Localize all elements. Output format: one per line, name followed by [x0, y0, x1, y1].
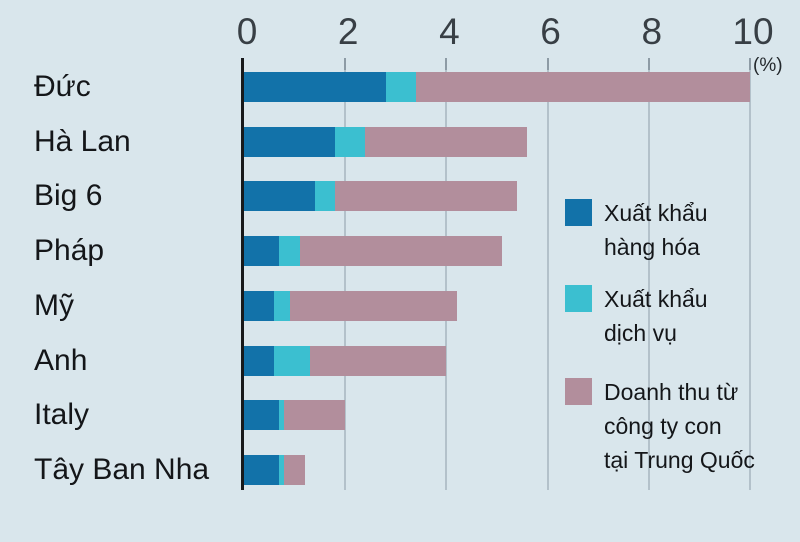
- gridline: [546, 58, 549, 490]
- legend-label: Xuất khẩu hàng hóa: [604, 200, 708, 260]
- services-exports-swatch: [565, 285, 592, 312]
- bar-row: [244, 236, 503, 266]
- x-tick-label: 6: [540, 11, 561, 52]
- x-tick-mark: [546, 58, 549, 70]
- bar-segment-goods-exports: [244, 291, 275, 321]
- bar-segment-china-subsidiary-revenue: [416, 72, 750, 102]
- gridline: [647, 58, 650, 490]
- x-tick-label: 8: [641, 11, 663, 52]
- x-tick-label: 10: [732, 11, 774, 52]
- bar-row: [244, 400, 346, 430]
- category-label: Tây Ban Nha: [34, 453, 210, 486]
- bar-segment-china-subsidiary-revenue: [335, 181, 518, 211]
- bar-segment-services-exports: [279, 236, 300, 266]
- bar-segment-goods-exports: [244, 72, 386, 102]
- x-tick-mark: [647, 58, 650, 70]
- gridline: [749, 58, 751, 490]
- china-subsidiary-revenue-swatch: [565, 378, 592, 405]
- category-label: Anh: [34, 344, 88, 377]
- x-tick-label: 4: [439, 11, 460, 52]
- bar-segment-services-exports: [274, 346, 310, 376]
- bar-segment-china-subsidiary-revenue: [289, 291, 457, 321]
- bar-row: [244, 455, 305, 485]
- bar-row: [244, 291, 457, 321]
- legend-label: Xuất khẩu dịch vụ: [604, 286, 708, 346]
- bar-segment-services-exports: [335, 127, 366, 157]
- x-tick-label: 2: [337, 11, 359, 52]
- bar-segment-services-exports: [274, 291, 290, 321]
- category-label: Mỹ: [34, 289, 74, 322]
- legend-label: Doanh thu từ công ty con tại Trung Quốc: [604, 379, 755, 473]
- bar-segment-goods-exports: [244, 181, 315, 211]
- gridline: [344, 58, 347, 490]
- x-tick-mark: [749, 58, 751, 70]
- bar-segment-services-exports: [279, 455, 285, 485]
- bar-segment-goods-exports: [244, 127, 336, 157]
- bar-segment-china-subsidiary-revenue: [299, 236, 503, 266]
- bar-segment-china-subsidiary-revenue: [365, 127, 528, 157]
- bar-segment-goods-exports: [244, 236, 280, 266]
- gridline: [445, 58, 448, 490]
- category-label: Big 6: [34, 179, 103, 212]
- bar-row: [244, 181, 518, 211]
- category-label: Đức: [34, 70, 91, 103]
- category-label: Pháp: [34, 234, 105, 267]
- bar-row: [244, 346, 447, 376]
- bar-segment-services-exports: [385, 72, 417, 102]
- legend-item-china-subsidiary-revenue: Doanh thu từ công ty con tại Trung Quốc: [565, 375, 755, 477]
- category-label: Italy: [34, 398, 90, 431]
- category-label: Hà Lan: [34, 125, 131, 158]
- bar-segment-goods-exports: [244, 455, 280, 485]
- bar-segment-china-subsidiary-revenue: [284, 400, 346, 430]
- x-tick-mark: [344, 58, 347, 70]
- axis-unit-label: (%): [753, 55, 783, 76]
- bar-segment-goods-exports: [244, 346, 275, 376]
- bar-row: [244, 72, 750, 102]
- legend-item-services-exports: Xuất khẩu dịch vụ: [565, 282, 708, 350]
- bar-segment-services-exports: [279, 400, 285, 430]
- bar-segment-services-exports: [314, 181, 336, 211]
- bar-segment-china-subsidiary-revenue: [309, 346, 447, 376]
- legend-item-goods-exports: Xuất khẩu hàng hóa: [565, 196, 708, 264]
- bar-segment-china-subsidiary-revenue: [284, 455, 305, 485]
- goods-exports-swatch: [565, 199, 592, 226]
- x-tick-label: 0: [236, 11, 258, 52]
- x-tick-mark: [445, 58, 448, 70]
- bar-row: [244, 127, 528, 157]
- bar-segment-goods-exports: [244, 400, 280, 430]
- y-axis-line: [241, 58, 244, 490]
